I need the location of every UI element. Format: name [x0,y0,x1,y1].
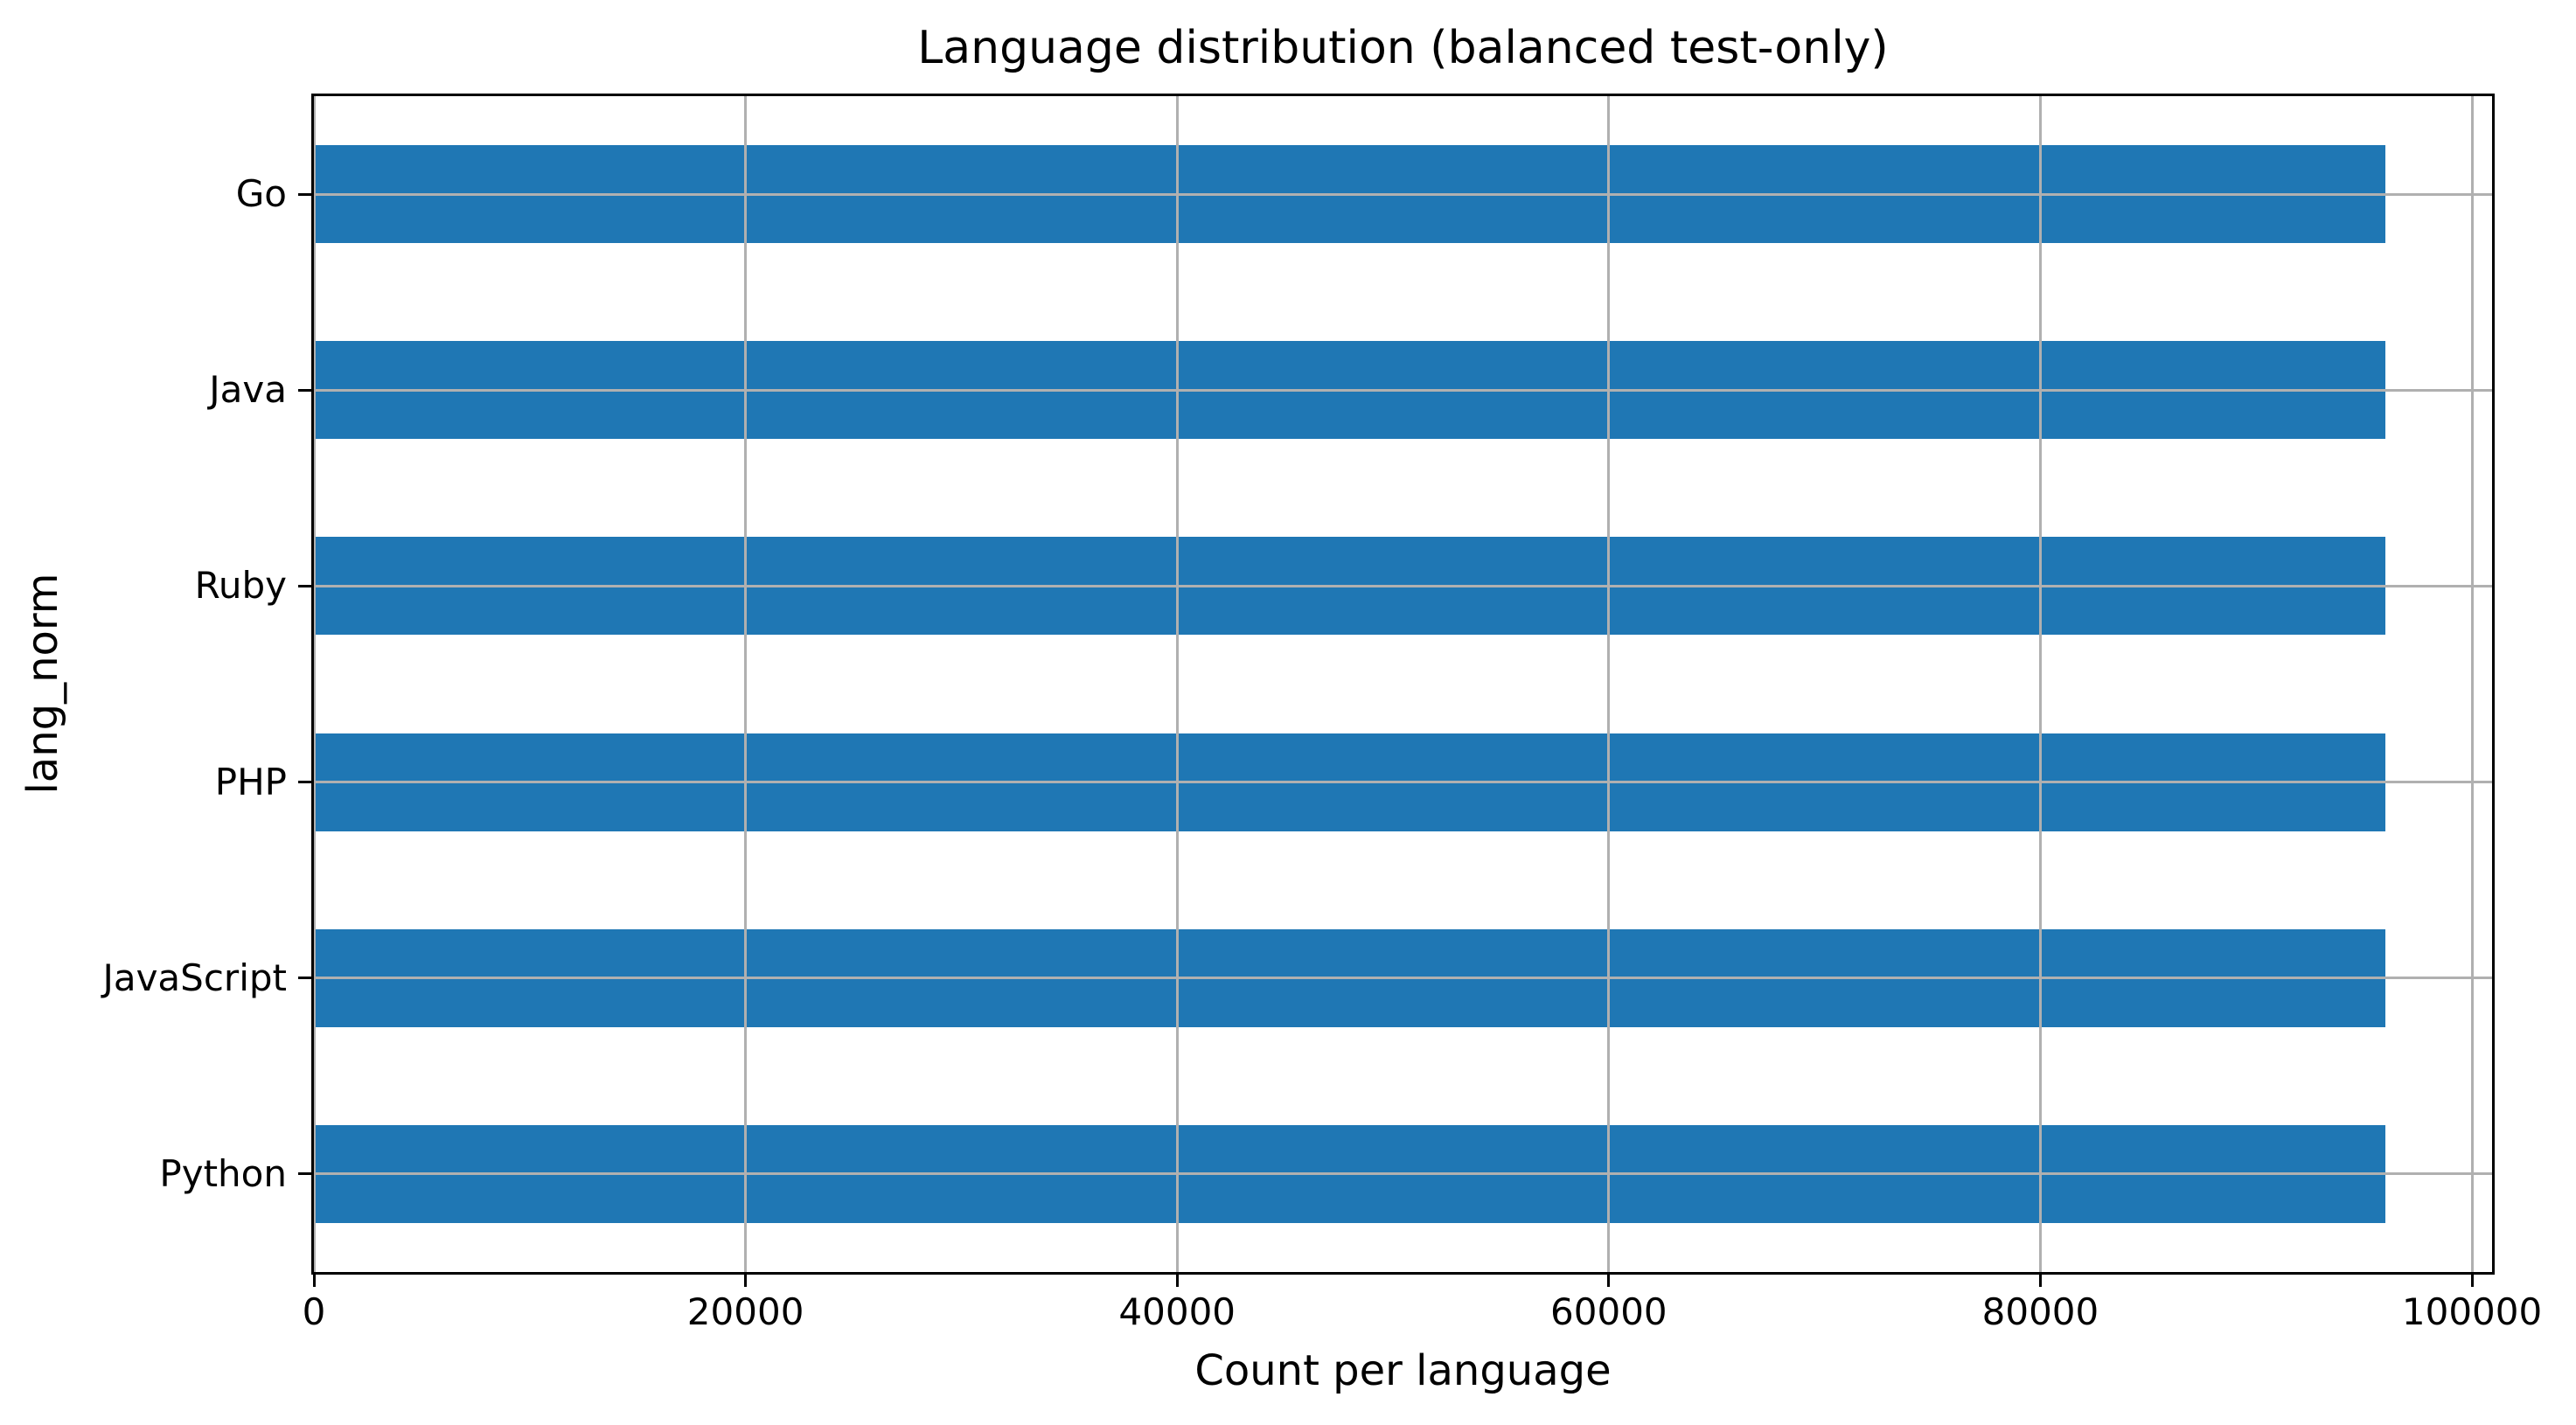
y-tick-label-python: Python [159,1151,287,1195]
y-tick-mark-php [298,781,314,784]
y-tick-mark-javascript [298,977,314,980]
y-gridline-javascript [314,977,2492,980]
x-tick-label-100000: 100000 [2401,1290,2543,1333]
y-gridline-ruby [314,584,2492,587]
y-tick-mark-python [298,1172,314,1176]
y-tick-label-java: Java [209,368,287,412]
y-tick-label-go: Go [235,171,287,215]
y-tick-label-ruby: Ruby [194,564,287,608]
plot-border [311,94,2495,1275]
x-gridline-0 [312,96,316,1272]
y-tick-label-javascript: JavaScript [102,956,287,999]
x-tick-mark-60000 [1607,1273,1611,1287]
x-gridline-20000 [744,96,748,1272]
y-gridline-php [314,781,2492,784]
x-axis-label: Count per language [1194,1346,1612,1395]
plot-area [311,94,2495,1275]
y-gridline-go [314,192,2492,196]
x-tick-mark-0 [312,1273,316,1287]
x-gridline-100000 [2470,96,2474,1272]
x-tick-mark-100000 [2470,1273,2474,1287]
y-tick-mark-java [298,388,314,392]
x-tick-label-40000: 40000 [1118,1290,1236,1333]
x-gridline-80000 [2038,96,2042,1272]
x-tick-mark-40000 [1175,1273,1179,1287]
x-tick-label-0: 0 [302,1290,326,1333]
x-gridline-60000 [1607,96,1611,1272]
y-tick-mark-ruby [298,584,314,587]
y-gridline-python [314,1172,2492,1176]
y-tick-label-php: PHP [214,760,287,803]
x-tick-label-20000: 20000 [686,1290,804,1333]
x-tick-mark-20000 [744,1273,748,1287]
x-tick-mark-80000 [2038,1273,2042,1287]
x-gridline-40000 [1175,96,1179,1272]
y-gridline-java [314,388,2492,392]
x-tick-label-80000: 80000 [1981,1290,2099,1333]
x-tick-label-60000: 60000 [1550,1290,1667,1333]
chart-title: Language distribution (balanced test-onl… [917,22,1889,74]
y-tick-mark-go [298,192,314,196]
